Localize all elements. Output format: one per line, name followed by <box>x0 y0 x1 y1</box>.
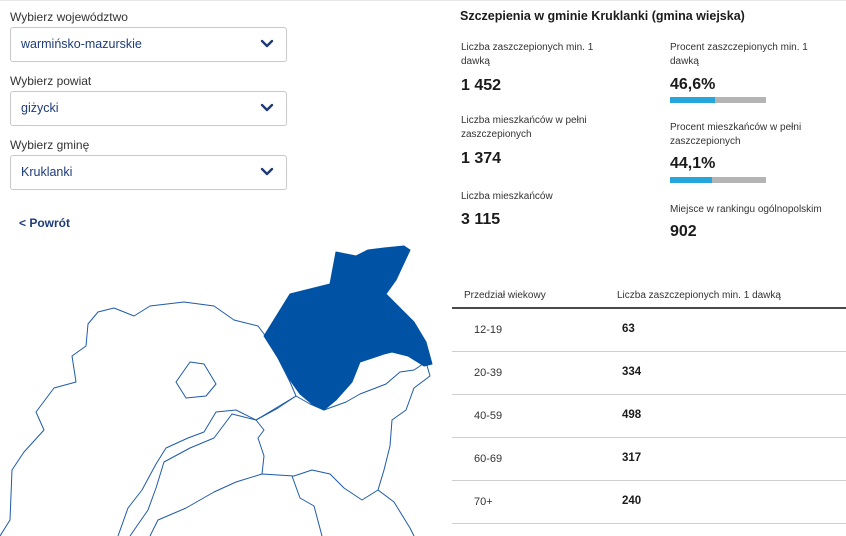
chevron-down-icon <box>260 167 274 176</box>
percent-min1-progress <box>670 97 766 103</box>
table-row: 12-19 63 <box>452 309 846 352</box>
age-table-header: Przedział wiekowy Liczba zaszczepionych … <box>452 290 846 308</box>
stats-panel: Szczepienia w gminie Kruklanki (gmina wi… <box>452 0 846 536</box>
chevron-down-icon <box>260 39 274 48</box>
table-row: 20-39 334 <box>452 352 846 395</box>
table-row: 70+ 240 <box>452 481 846 524</box>
vaccinated-min1-value: 1 452 <box>461 77 502 94</box>
percent-min1-progress-fill <box>670 97 715 103</box>
commune-label: Wybierz gminę <box>10 138 90 152</box>
map-enclave[interactable] <box>175 361 217 399</box>
percent-min1-value: 46,6% <box>670 76 716 93</box>
count-cell: 498 <box>622 409 642 421</box>
percent-full-progress <box>670 177 766 183</box>
map-region-divider[interactable] <box>255 419 265 475</box>
age-cell: 60-69 <box>474 453 503 465</box>
county-label: Wybierz powiat <box>10 74 92 88</box>
count-cell: 240 <box>622 495 642 507</box>
chevron-down-icon <box>260 103 274 112</box>
ranking-value: 902 <box>670 223 697 240</box>
vaccinated-full-value: 1 374 <box>461 150 502 167</box>
county-select[interactable]: giżycki <box>10 91 287 126</box>
voivodeship-value: warmińsko-mazurskie <box>21 37 142 51</box>
back-link[interactable]: < Powrót <box>19 216 71 230</box>
commune-value: Kruklanki <box>21 165 73 179</box>
table-row: 40-59 498 <box>452 395 846 438</box>
map-selected-commune[interactable] <box>263 245 433 411</box>
map-region-divider-2[interactable] <box>291 475 323 536</box>
percent-min1-label: Procent zaszczepionych min. 1 dawką <box>670 42 808 67</box>
table-row: 60-69 317 <box>452 438 846 481</box>
top-divider <box>0 0 846 1</box>
vaccinated-full-label: Liczba mieszkańców w pełni zaszczepionyc… <box>461 115 587 140</box>
ranking-label: Miejsce w rankingu ogólnopolskim <box>670 204 822 215</box>
age-cell: 20-39 <box>474 367 503 379</box>
percent-full-label: Procent mieszkańców w pełni zaszczepiony… <box>670 122 802 147</box>
percent-full-progress-fill <box>670 177 713 183</box>
map-region-south[interactable] <box>129 361 431 536</box>
age-cell: 40-59 <box>474 410 503 422</box>
map-region-south-inner[interactable] <box>149 469 379 536</box>
panel-title: Szczepienia w gminie Kruklanki (gmina wi… <box>460 9 745 23</box>
map-region-west[interactable] <box>0 301 297 536</box>
voivodeship-select[interactable]: warmińsko-mazurskie <box>10 27 287 62</box>
county-value: giżycki <box>21 101 59 115</box>
filter-panel: Wybierz województwo warmińsko-mazurskie … <box>0 10 433 536</box>
age-cell: 70+ <box>474 496 493 508</box>
count-cell: 334 <box>622 366 642 378</box>
count-cell: 63 <box>622 323 635 335</box>
table-header-divider <box>452 307 846 309</box>
voivodeship-label: Wybierz województwo <box>10 10 128 24</box>
age-cell: 12-19 <box>474 324 503 336</box>
commune-select[interactable]: Kruklanki <box>10 155 287 190</box>
residents-label: Liczba mieszkańców <box>461 191 553 202</box>
percent-full-value: 44,1% <box>670 155 716 172</box>
age-column-header: Przedział wiekowy <box>464 290 546 301</box>
count-cell: 317 <box>622 452 642 464</box>
commune-map <box>0 245 433 536</box>
vaccinated-min1-label: Liczba zaszczepionych min. 1 dawką <box>461 42 594 67</box>
residents-value: 3 115 <box>461 211 501 228</box>
count-column-header: Liczba zaszczepionych min. 1 dawką <box>617 290 781 301</box>
